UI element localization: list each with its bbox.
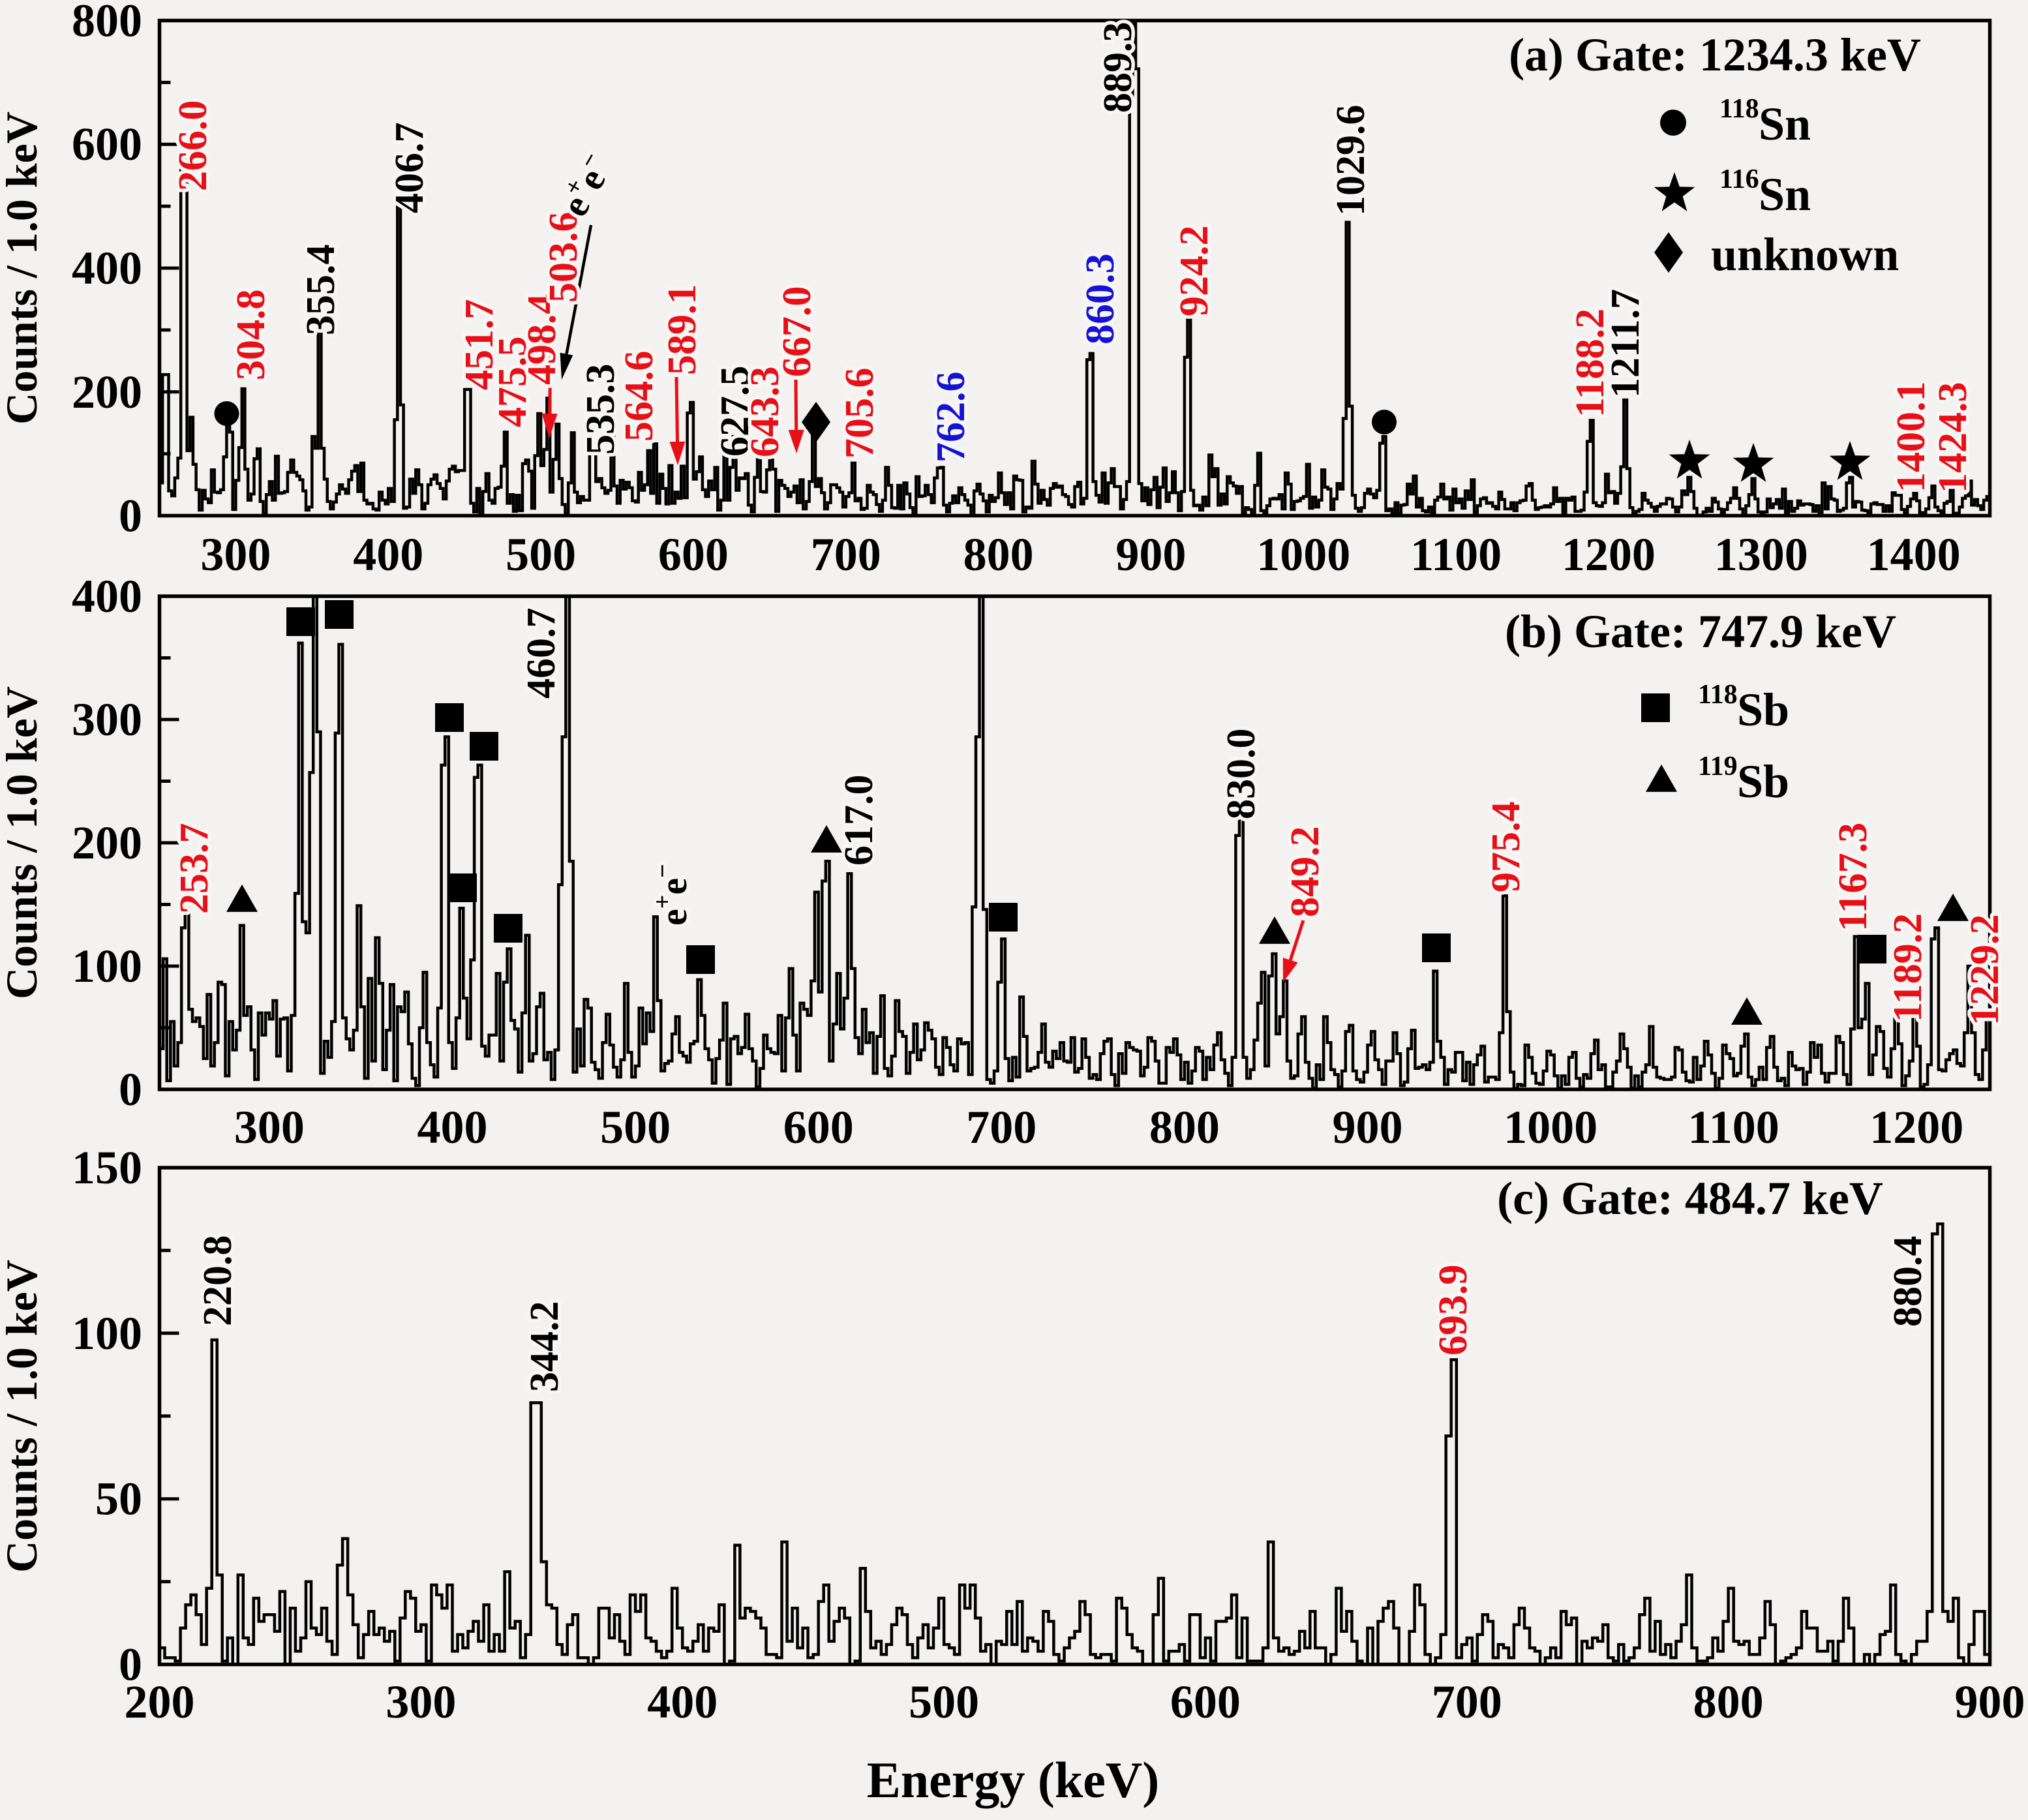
svg-text:700: 700: [966, 1101, 1037, 1153]
svg-text:400: 400: [72, 570, 142, 622]
svg-text:589.1: 589.1: [660, 284, 704, 376]
svg-text:1029.6: 1029.6: [1329, 105, 1373, 217]
svg-text:400: 400: [417, 1101, 488, 1153]
svg-text:1229.2: 1229.2: [1963, 915, 2007, 1026]
svg-text:119: 119: [1698, 751, 1738, 781]
svg-text:1167.3: 1167.3: [1831, 823, 1875, 932]
svg-text:Sb: Sb: [1737, 684, 1789, 736]
svg-text:1211.7: 1211.7: [1603, 289, 1648, 398]
svg-text:344.2: 344.2: [522, 1301, 567, 1393]
svg-text:900: 900: [1955, 1676, 2025, 1728]
svg-text:266.0: 266.0: [171, 100, 215, 192]
svg-text:150: 150: [72, 1142, 142, 1194]
svg-text:Counts / 1.0 keV: Counts / 1.0 keV: [0, 1260, 46, 1573]
svg-text:Energy (keV): Energy (keV): [867, 1752, 1159, 1808]
svg-text:500: 500: [909, 1676, 979, 1728]
svg-text:924.2: 924.2: [1172, 226, 1217, 317]
svg-text:0: 0: [119, 490, 142, 542]
svg-text:800: 800: [72, 0, 142, 47]
svg-text:300: 300: [200, 528, 271, 581]
svg-text:(b) Gate: 747.9 keV: (b) Gate: 747.9 keV: [1505, 605, 1896, 658]
svg-text:564.6: 564.6: [617, 351, 661, 442]
svg-text:1100: 1100: [1688, 1101, 1779, 1153]
svg-text:762.6: 762.6: [929, 372, 973, 463]
svg-text:500: 500: [506, 528, 576, 581]
svg-text:500: 500: [600, 1101, 671, 1153]
svg-text:Counts / 1.0 keV: Counts / 1.0 keV: [0, 686, 46, 999]
svg-text:1400: 1400: [1867, 528, 1961, 581]
svg-text:300: 300: [234, 1101, 305, 1153]
svg-text:498.4: 498.4: [520, 294, 564, 386]
svg-text:200: 200: [72, 817, 142, 869]
svg-text:800: 800: [1149, 1101, 1220, 1153]
svg-text:406.7: 406.7: [387, 123, 432, 214]
svg-text:1400.1: 1400.1: [1889, 382, 1933, 493]
svg-text:118: 118: [1698, 680, 1738, 710]
svg-text:1000: 1000: [1256, 528, 1350, 581]
svg-text:253.7: 253.7: [172, 823, 217, 915]
svg-text:700: 700: [1432, 1676, 1502, 1728]
svg-text:693.9: 693.9: [1431, 1265, 1476, 1356]
svg-text:900: 900: [1333, 1101, 1403, 1153]
svg-text:700: 700: [811, 528, 881, 581]
svg-text:400: 400: [72, 242, 142, 294]
svg-text:600: 600: [72, 118, 142, 170]
svg-text:889.3: 889.3: [1096, 22, 1140, 114]
svg-text:(a) Gate: 1234.3 keV: (a) Gate: 1234.3 keV: [1509, 29, 1921, 81]
svg-text:(c) Gate: 484.7 keV: (c) Gate: 484.7 keV: [1497, 1172, 1883, 1224]
svg-text:304.8: 304.8: [229, 290, 273, 381]
svg-text:0: 0: [119, 1063, 142, 1115]
svg-text:200: 200: [125, 1676, 195, 1728]
svg-text:451.7: 451.7: [457, 299, 502, 391]
svg-text:617.0: 617.0: [837, 775, 881, 866]
svg-text:503.6: 503.6: [541, 212, 586, 303]
svg-text:627.5: 627.5: [713, 366, 757, 457]
svg-text:Sn: Sn: [1759, 98, 1811, 150]
svg-text:1200: 1200: [1562, 528, 1656, 581]
svg-text:667.0: 667.0: [775, 286, 819, 378]
svg-text:220.8: 220.8: [196, 1236, 240, 1327]
svg-text:1189.2: 1189.2: [1886, 913, 1930, 1022]
svg-text:100: 100: [72, 940, 142, 992]
svg-text:1100: 1100: [1410, 528, 1502, 581]
svg-text:830.0: 830.0: [1219, 729, 1264, 820]
svg-text:1200: 1200: [1869, 1101, 1963, 1153]
svg-text:800: 800: [963, 528, 1034, 581]
svg-text:705.6: 705.6: [838, 368, 882, 459]
svg-text:300: 300: [72, 693, 142, 746]
svg-text:535.3: 535.3: [579, 364, 623, 455]
svg-text:unknown: unknown: [1711, 228, 1899, 281]
svg-text:118: 118: [1719, 94, 1759, 124]
svg-text:Sn: Sn: [1759, 168, 1811, 220]
svg-text:50: 50: [95, 1473, 142, 1525]
svg-text:200: 200: [72, 366, 142, 418]
svg-text:600: 600: [658, 528, 729, 581]
svg-text:100: 100: [72, 1307, 142, 1359]
svg-text:475.5: 475.5: [491, 337, 535, 428]
svg-text:600: 600: [783, 1101, 854, 1153]
svg-text:800: 800: [1693, 1676, 1764, 1728]
svg-text:1424.3: 1424.3: [1931, 382, 1975, 494]
svg-text:975.4: 975.4: [1484, 802, 1528, 893]
svg-text:116: 116: [1719, 164, 1759, 194]
svg-text:643.3: 643.3: [743, 367, 787, 458]
svg-text:400: 400: [647, 1676, 718, 1728]
svg-text:1000: 1000: [1504, 1101, 1597, 1153]
svg-text:1300: 1300: [1714, 528, 1808, 581]
svg-text:300: 300: [386, 1676, 456, 1728]
svg-text:0: 0: [119, 1639, 142, 1691]
svg-text:600: 600: [1170, 1676, 1241, 1728]
svg-text:460.7: 460.7: [519, 608, 564, 699]
svg-text:880.4: 880.4: [1886, 1236, 1930, 1327]
svg-text:e+e−: e+e−: [649, 864, 695, 926]
svg-text:1188.2: 1188.2: [1568, 309, 1612, 417]
svg-text:355.4: 355.4: [299, 245, 343, 336]
svg-text:900: 900: [1115, 528, 1186, 581]
svg-text:Sb: Sb: [1737, 755, 1789, 808]
svg-text:849.2: 849.2: [1283, 827, 1327, 918]
svg-text:860.3: 860.3: [1078, 254, 1123, 345]
svg-text:Counts / 1.0 keV: Counts / 1.0 keV: [0, 112, 46, 425]
svg-text:400: 400: [353, 528, 423, 581]
